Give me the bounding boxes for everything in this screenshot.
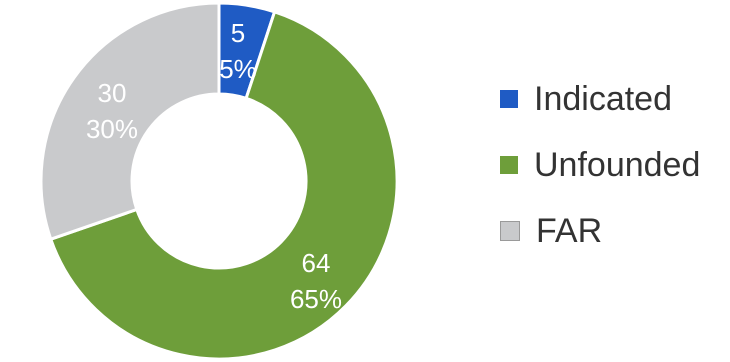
legend-item-indicated: Indicated — [500, 66, 700, 132]
legend-label-indicated: Indicated — [534, 79, 672, 118]
slice-value-indicated: 5 — [231, 18, 245, 48]
legend-item-far: FAR — [500, 198, 700, 264]
slice-value-far: 30 — [98, 78, 127, 108]
legend-swatch-unfounded — [500, 156, 518, 174]
legend-label-unfounded: Unfounded — [534, 145, 701, 184]
legend: Indicated Unfounded FAR — [500, 66, 700, 264]
legend-item-unfounded: Unfounded — [500, 132, 700, 198]
slice-far — [39, 1, 221, 242]
slice-value-unfounded: 64 — [302, 248, 331, 278]
legend-label-far: FAR — [536, 211, 603, 250]
legend-swatch-indicated — [500, 90, 518, 108]
slice-percent-far: 30% — [86, 114, 138, 144]
slice-percent-indicated: 5% — [219, 54, 257, 84]
legend-swatch-far — [500, 221, 520, 241]
slice-percent-unfounded: 65% — [290, 284, 342, 314]
slice-unfounded — [48, 9, 399, 361]
